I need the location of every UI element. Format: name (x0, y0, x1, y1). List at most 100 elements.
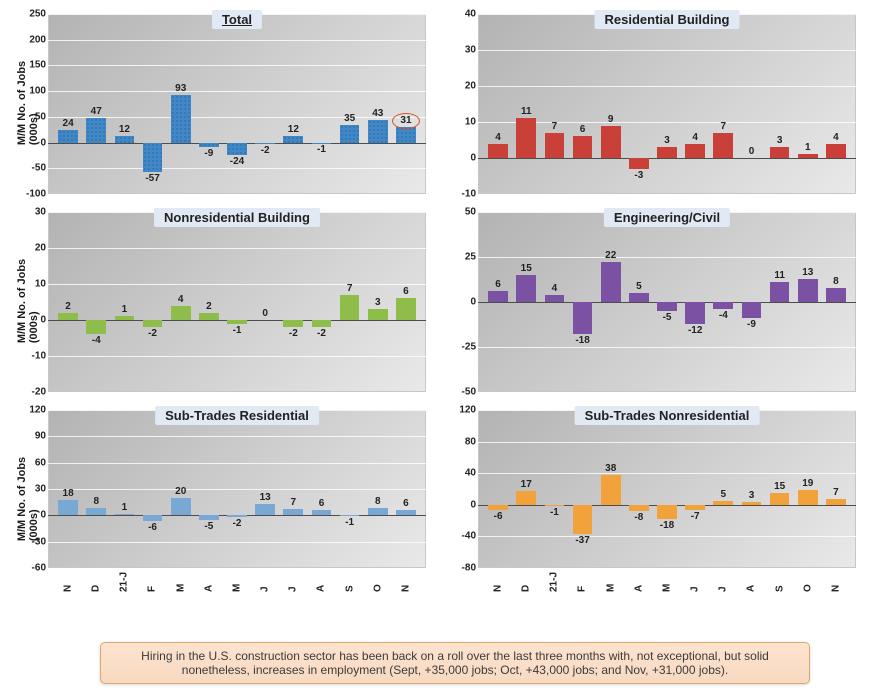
chart-grid: M/M No. of Jobs(000s)Total-100-500501001… (0, 0, 870, 594)
bar-slot: 1 (110, 212, 138, 392)
y-tick-label: 120 (448, 405, 476, 416)
y-tick-label: -50 (18, 163, 46, 174)
bar-slot: 4 (167, 212, 195, 392)
bar (826, 144, 846, 158)
bar (657, 505, 677, 519)
bar (368, 508, 388, 515)
y-tick-label: 80 (448, 436, 476, 447)
bar-value-label: 22 (605, 250, 616, 261)
bar-value-label: -2 (148, 328, 157, 339)
bar-value-label: 13 (802, 267, 813, 278)
x-tick-label: S (766, 568, 794, 594)
bar-value-label: -1 (550, 507, 559, 518)
bar-slot: 3 (737, 410, 765, 568)
chart-title: Engineering/Civil (604, 208, 730, 227)
bar (629, 158, 649, 169)
bar-value-label: -24 (230, 156, 244, 167)
bar (516, 491, 536, 504)
bar-value-label: -18 (575, 335, 589, 346)
bar (86, 320, 106, 334)
bar (657, 302, 677, 311)
bar (368, 309, 388, 320)
plot-area: -10010203040411769-33470314 (478, 14, 856, 194)
bar-slot: 4 (822, 14, 850, 194)
x-tick-label: 21-J (540, 568, 568, 594)
bar-slot: 20 (167, 410, 195, 568)
bar-slot: 3 (653, 14, 681, 194)
bar (312, 510, 332, 515)
bar (573, 505, 593, 534)
bar-slot: 8 (82, 410, 110, 568)
bar-value-label: -2 (289, 328, 298, 339)
bar-value-label: -37 (575, 535, 589, 546)
x-tick-label: O (364, 568, 392, 594)
y-tick-label: -25 (448, 342, 476, 353)
bar (340, 295, 360, 320)
bar-slot: 6 (484, 212, 512, 392)
bar-value-label: 8 (375, 496, 381, 507)
bar-slot: 93 (167, 14, 195, 194)
bar-slot: -1 (223, 212, 251, 392)
bar (545, 505, 565, 506)
panel-subres: M/M No. of Jobs(000s)Sub-Trades Resident… (8, 404, 426, 594)
bar-value-label: -5 (204, 521, 213, 532)
bar (488, 505, 508, 510)
y-tick-label: 50 (448, 207, 476, 218)
x-tick-label: A (195, 568, 223, 594)
bar (516, 275, 536, 302)
y-tick-label: 40 (448, 468, 476, 479)
bar-value-label: 8 (833, 276, 839, 287)
bar-slot: 3 (364, 212, 392, 392)
bar (826, 288, 846, 302)
bar-value-label: 11 (521, 106, 532, 117)
bar (143, 320, 163, 327)
y-tick-label: 0 (448, 499, 476, 510)
bar-value-label: 8 (93, 496, 99, 507)
x-tick-label: D (512, 568, 540, 594)
x-tick-label: S (336, 568, 364, 594)
bar (255, 143, 275, 144)
bar (516, 118, 536, 158)
bar-value-label: 3 (375, 297, 381, 308)
bar (143, 515, 163, 520)
y-tick-label: -20 (18, 387, 46, 398)
bar-slot: -2 (251, 14, 279, 194)
bar (312, 143, 332, 144)
bar-slot: 9 (597, 14, 625, 194)
bar-slot: 6 (392, 410, 420, 568)
bar-slot: 13 (794, 212, 822, 392)
bar-value-label: 15 (774, 481, 785, 492)
bar-value-label: 6 (403, 498, 409, 509)
bar-slot: -2 (279, 212, 307, 392)
bar-value-label: 7 (721, 121, 727, 132)
panel-engcivil: Engineering/Civil-50-25025506154-18225-5… (438, 206, 856, 396)
y-tick-label: 25 (448, 252, 476, 263)
bar-value-label: -12 (688, 325, 702, 336)
bar-slot: -1 (540, 410, 568, 568)
bar-value-label: 38 (605, 463, 616, 474)
bar (629, 293, 649, 302)
bar (396, 510, 416, 515)
x-tick-label: M (167, 568, 195, 594)
y-tick-label: 20 (448, 81, 476, 92)
bar-value-label: -18 (660, 520, 674, 531)
bar-value-label: -1 (345, 517, 354, 528)
bar-slot: 7 (336, 212, 364, 392)
bar-value-label: -2 (233, 518, 242, 529)
bar-slot: 38 (597, 410, 625, 568)
bar (115, 514, 135, 515)
y-tick-label: -50 (448, 387, 476, 398)
bar (199, 143, 219, 148)
bar-slot: 7 (709, 14, 737, 194)
caption-box: Hiring in the U.S. construction sector h… (100, 642, 810, 684)
y-tick-label: 40 (448, 9, 476, 20)
bar (340, 125, 360, 143)
bar-value-label: -1 (233, 325, 242, 336)
x-tick-label: N (484, 568, 512, 594)
bar-slot: 7 (822, 410, 850, 568)
bar-value-label: 15 (521, 263, 532, 274)
bar (171, 306, 191, 320)
bar-value-label: 3 (664, 135, 670, 146)
bar-slot: 11 (766, 212, 794, 392)
bar-value-label: 7 (833, 487, 839, 498)
